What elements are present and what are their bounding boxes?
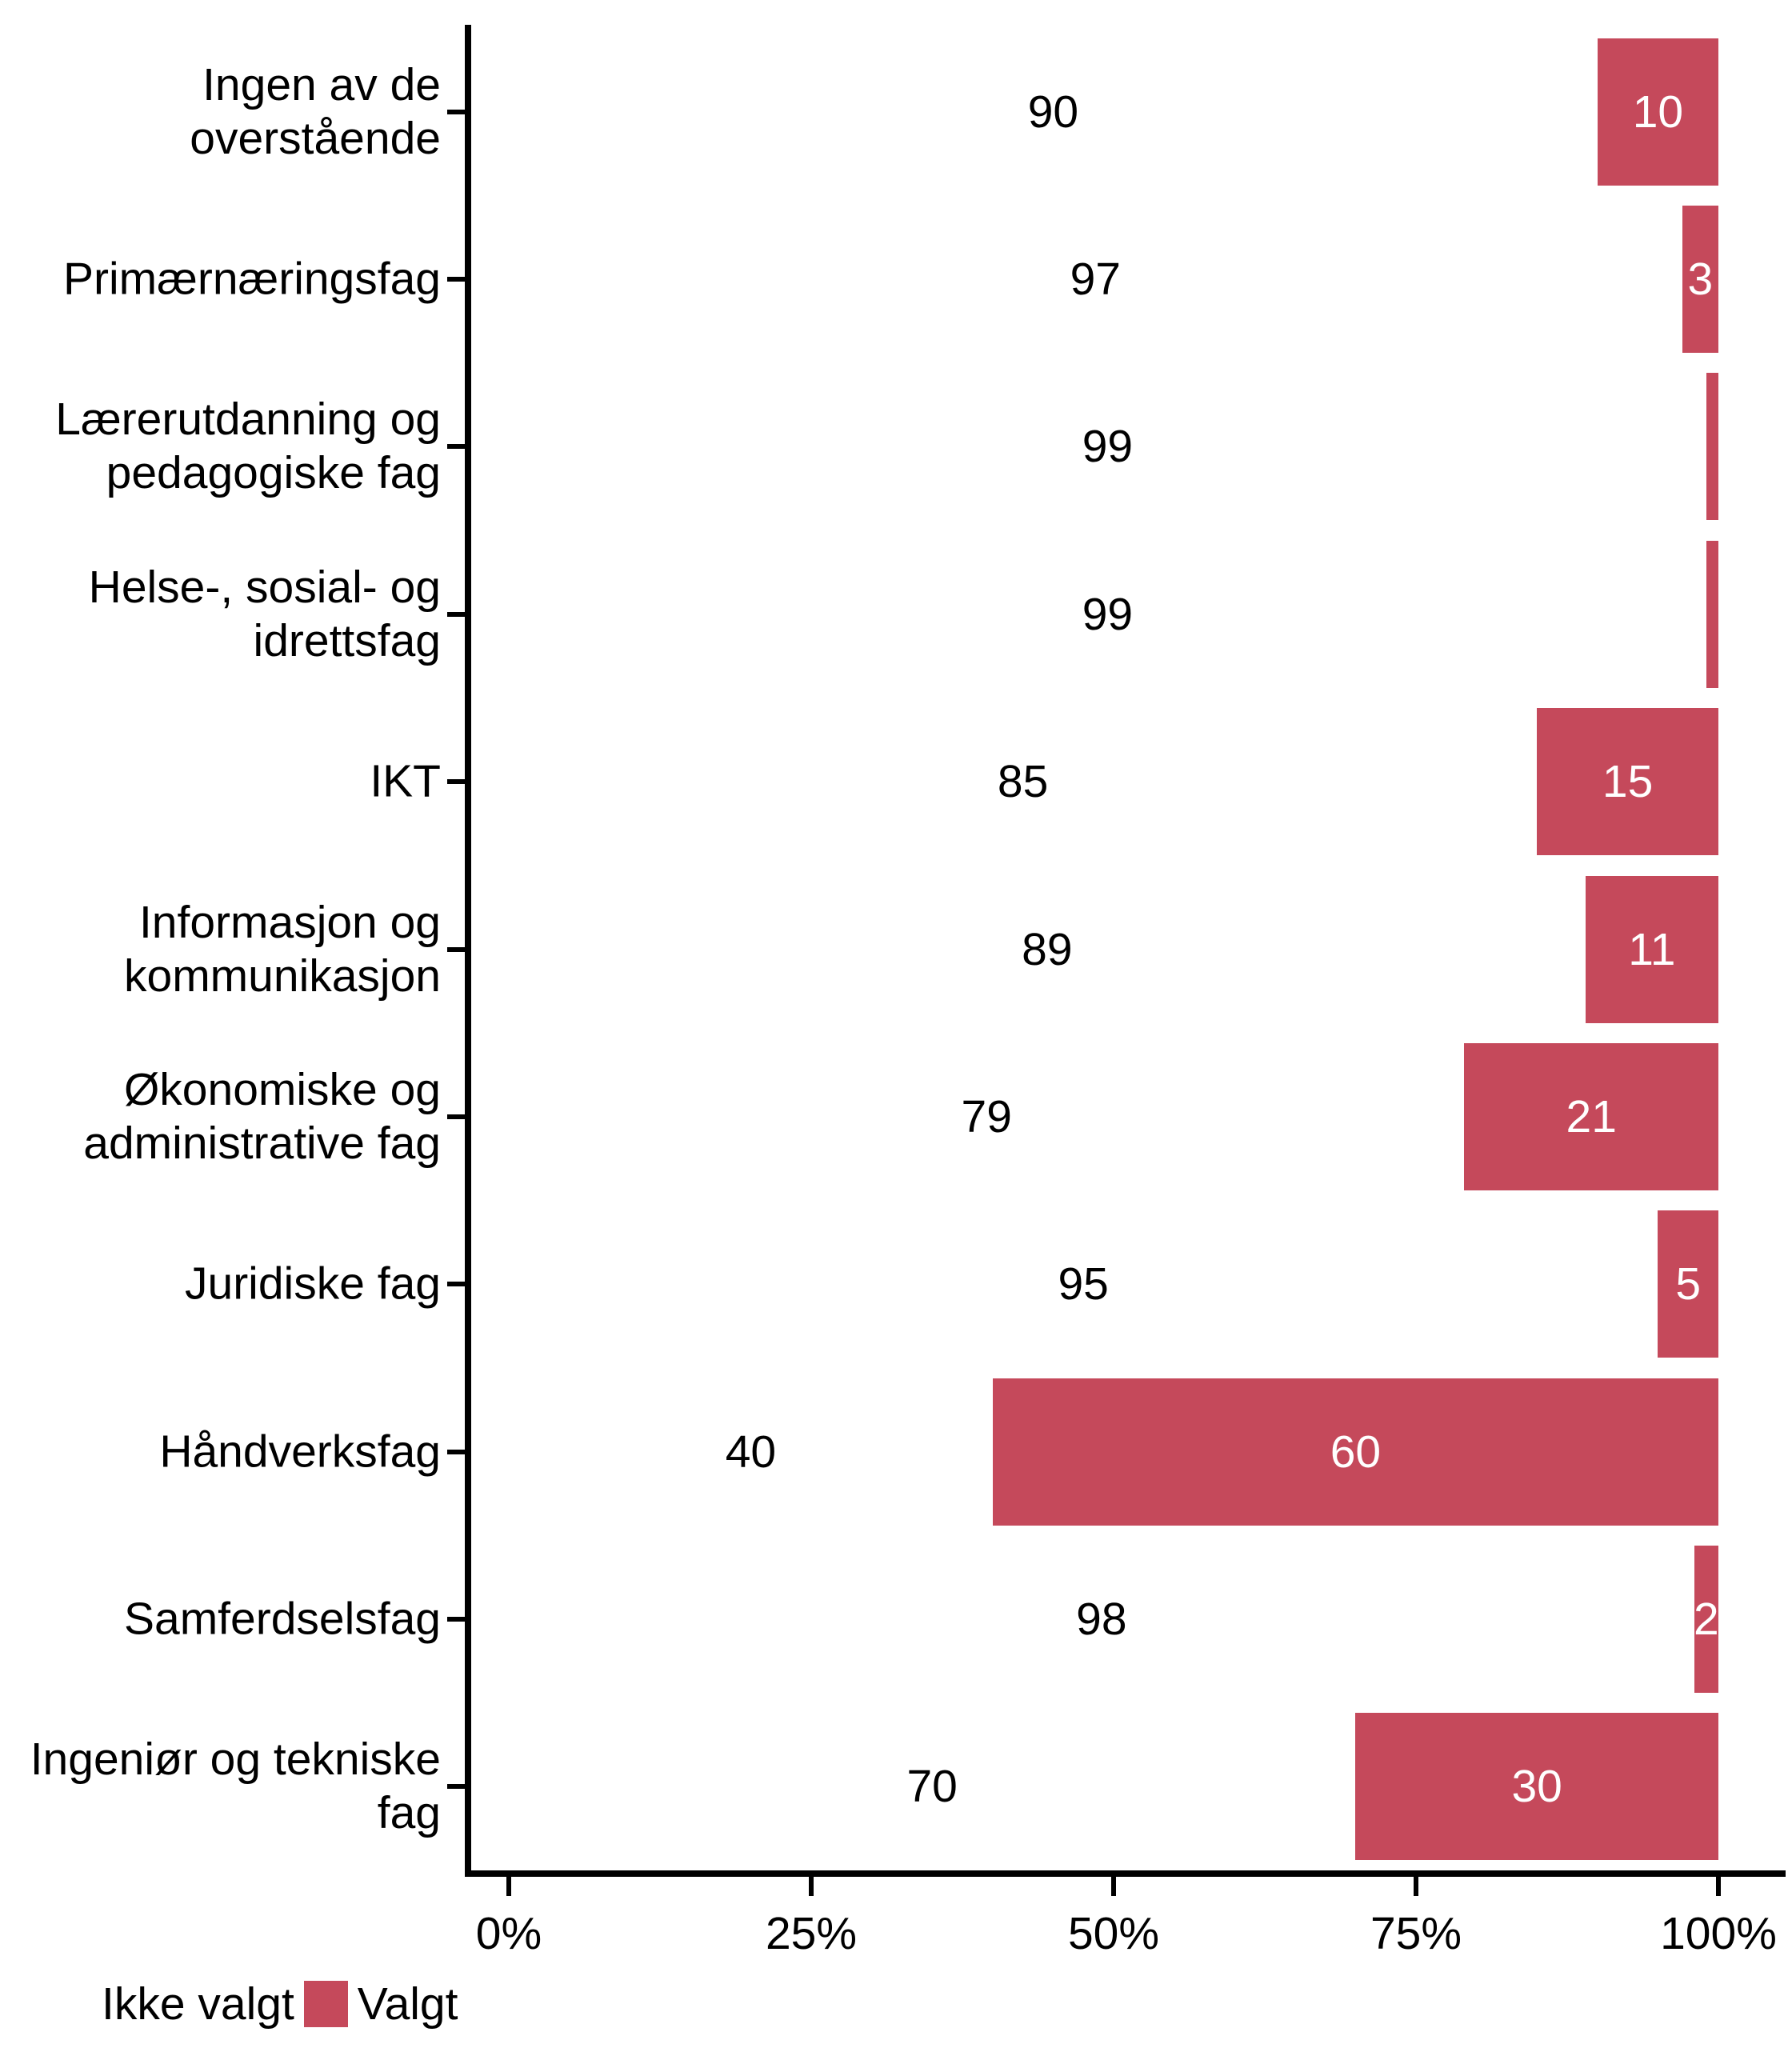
bar-valgt bbox=[1597, 38, 1718, 186]
value-label-valgt: 10 bbox=[1632, 86, 1684, 138]
category-label: Samferdselsfag bbox=[123, 1593, 441, 1645]
x-axis-line bbox=[465, 1870, 1786, 1877]
y-tick bbox=[447, 611, 465, 617]
value-label-ikke-valgt: 95 bbox=[1058, 1258, 1109, 1310]
category-label: Ingen av de overstående bbox=[190, 58, 441, 164]
value-label-valgt: 2 bbox=[1694, 1593, 1719, 1645]
value-label-ikke-valgt: 99 bbox=[1082, 421, 1134, 473]
x-tick-label: 25% bbox=[765, 1908, 858, 1959]
y-tick bbox=[447, 109, 465, 114]
x-tick-label: 0% bbox=[475, 1908, 542, 1959]
value-label-ikke-valgt: 97 bbox=[1070, 254, 1122, 306]
bar-valgt bbox=[1585, 875, 1718, 1023]
value-label-valgt: 5 bbox=[1675, 1258, 1702, 1310]
category-label: Informasjon og kommunikasjon bbox=[124, 896, 441, 1002]
value-label-ikke-valgt: 79 bbox=[961, 1090, 1012, 1142]
value-label-ikke-valgt: 70 bbox=[906, 1761, 958, 1813]
category-label: Ingeniør og tekniske fag bbox=[30, 1734, 441, 1839]
value-label-valgt: 15 bbox=[1602, 756, 1654, 808]
category-label: Lærerutdanning og pedagogiske fag bbox=[55, 394, 441, 499]
value-label-ikke-valgt: 99 bbox=[1082, 588, 1134, 640]
category-label: Håndverksfag bbox=[159, 1426, 441, 1478]
legend: Ikke valgt Valgt bbox=[48, 1978, 467, 2030]
x-tick bbox=[506, 1877, 511, 1896]
legend-key-ikke-valgt bbox=[48, 1981, 92, 2027]
category-label: Primærnæringsfag bbox=[63, 253, 441, 305]
bar-valgt bbox=[1682, 206, 1718, 354]
value-label-ikke-valgt: 89 bbox=[1022, 923, 1073, 975]
category-label: IKT bbox=[370, 755, 441, 807]
x-tick-label: 75% bbox=[1370, 1908, 1462, 1959]
x-tick bbox=[1111, 1877, 1116, 1896]
bar-valgt bbox=[1706, 373, 1718, 521]
bar-valgt bbox=[1464, 1042, 1718, 1190]
y-tick bbox=[447, 1449, 465, 1454]
x-tick bbox=[1716, 1877, 1721, 1896]
value-label-valgt: 11 bbox=[1628, 923, 1676, 975]
bar-valgt bbox=[1537, 708, 1718, 856]
y-tick bbox=[447, 1114, 465, 1119]
x-tick-label: 50% bbox=[1067, 1908, 1160, 1959]
bar-valgt bbox=[1658, 1210, 1718, 1358]
value-label-valgt: 30 bbox=[1511, 1761, 1562, 1813]
value-label-ikke-valgt: 85 bbox=[997, 756, 1049, 808]
y-tick bbox=[447, 1784, 465, 1790]
value-label-valgt: 21 bbox=[1566, 1090, 1617, 1142]
y-tick bbox=[447, 1616, 465, 1622]
x-tick-label: 100% bbox=[1660, 1908, 1777, 1959]
category-label: Juridiske fag bbox=[185, 1258, 441, 1310]
x-tick bbox=[1414, 1877, 1418, 1896]
y-tick bbox=[447, 779, 465, 785]
bar-valgt bbox=[992, 1378, 1718, 1526]
legend-label-valgt: Valgt bbox=[357, 1978, 458, 2030]
y-tick bbox=[447, 277, 465, 282]
y-tick bbox=[447, 1282, 465, 1287]
value-label-valgt: 60 bbox=[1330, 1426, 1382, 1478]
value-label-ikke-valgt: 40 bbox=[725, 1426, 777, 1478]
bar-valgt bbox=[1706, 540, 1718, 688]
legend-key-valgt bbox=[303, 1981, 348, 2027]
category-label: Økonomiske og administrative fag bbox=[83, 1063, 441, 1169]
y-tick bbox=[447, 946, 465, 952]
category-label: Helse-, sosial- og idrettsfag bbox=[88, 561, 441, 666]
y-axis-line bbox=[465, 25, 471, 1877]
x-tick bbox=[809, 1877, 814, 1896]
y-tick bbox=[447, 444, 465, 450]
bar-valgt bbox=[1694, 1545, 1718, 1693]
legend-label-ikke-valgt: Ikke valgt bbox=[102, 1978, 294, 2030]
bar-valgt bbox=[1355, 1713, 1718, 1861]
value-label-ikke-valgt: 98 bbox=[1076, 1593, 1127, 1645]
value-label-ikke-valgt: 90 bbox=[1027, 86, 1079, 138]
value-label-valgt: 3 bbox=[1687, 254, 1714, 306]
